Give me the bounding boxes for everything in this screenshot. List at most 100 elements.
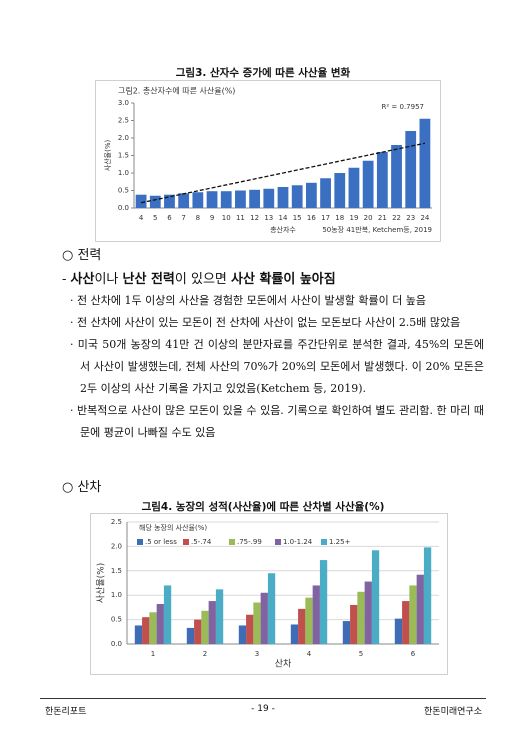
bar [305, 182, 317, 208]
x-tick-label: 4 [139, 214, 144, 222]
r-squared: R² = 0.7957 [382, 103, 424, 111]
bar [238, 625, 247, 644]
x-tick-label: 23 [406, 214, 415, 222]
subheading-part: 사산 [70, 272, 95, 287]
y-tick-label: 3.0 [118, 99, 129, 107]
x-tick-label: 16 [307, 214, 316, 222]
x-tick-label: 20 [364, 214, 373, 222]
bar [312, 585, 320, 644]
bar [220, 191, 232, 208]
bar [149, 612, 157, 644]
subheading-part: - [62, 272, 71, 287]
x-tick-label: 11 [236, 214, 245, 222]
bar [235, 190, 246, 208]
bar [201, 610, 209, 644]
y-axis-label: 사산율(%) [96, 563, 107, 603]
x-tick-label: 14 [279, 214, 288, 222]
x-tick-label: 1 [151, 650, 155, 658]
legend-swatch [183, 539, 189, 545]
x-tick-label: 12 [250, 214, 259, 222]
y-tick-label: 0.0 [118, 204, 129, 212]
figure-caption: 그림3. 산자수 증가에 따른 사산율 변화 [175, 67, 351, 79]
x-tick-label: 2 [203, 650, 207, 658]
bar [305, 597, 313, 644]
footer-center: - 19 - [251, 704, 275, 714]
bar [249, 189, 261, 208]
chart-title: 그림2. 총산자수에 따른 사산율(%) [118, 86, 235, 96]
x-tick-label: 24 [420, 214, 429, 222]
x-tick-label: 6 [167, 214, 172, 222]
bar [402, 601, 410, 644]
figure-caption: 그림4. 농장의 성적(사산율)에 따른 산차별 사산율(%) [141, 501, 385, 513]
legend-label: .75-.99 [237, 538, 262, 546]
x-tick-label: 5 [153, 214, 157, 222]
x-tick-label: 6 [411, 650, 416, 658]
bar [423, 547, 432, 644]
bar [215, 589, 224, 644]
bar [419, 118, 431, 208]
legend-swatch [321, 539, 327, 545]
bar [320, 178, 331, 208]
bar [134, 625, 143, 644]
bullet: · 반복적으로 사산이 많은 모돈이 있을 수 있음. 기록으로 확인하여 별도… [70, 404, 484, 439]
subheading-part: 이나 [94, 272, 123, 287]
legend-label: .5 or less [145, 538, 177, 546]
source-note: 50농장 41만복, Ketchem등, 2019 [322, 225, 432, 234]
bar [409, 585, 417, 644]
y-tick-label: 1.5 [111, 567, 122, 575]
bar [164, 194, 175, 208]
x-tick-label: 18 [335, 214, 344, 222]
bar [371, 550, 380, 644]
bar [342, 621, 351, 644]
y-tick-label: 0.0 [111, 640, 122, 648]
legend-label: 1.25+ [329, 538, 351, 546]
bar [277, 187, 289, 208]
y-tick-label: 1.0 [118, 169, 129, 177]
bar [319, 560, 328, 644]
footer-left: 한돈리포트 [45, 707, 87, 717]
trendline [140, 142, 426, 204]
bar [186, 627, 195, 644]
y-tick-label: 2.0 [118, 134, 129, 142]
bar [405, 131, 417, 208]
x-tick-label: 13 [264, 214, 273, 222]
bar [394, 618, 403, 644]
y-tick-label: 2.5 [111, 518, 122, 526]
x-tick-label: 22 [392, 214, 401, 222]
legend-label: .5-.74 [191, 538, 212, 546]
bar [416, 574, 424, 644]
y-tick-label: 0.5 [111, 616, 122, 624]
x-tick-label: 4 [307, 650, 312, 658]
chart: 그림2. 총산자수에 따른 사산율(%) 0.0 0.5 1.0 1.5 2.0 2.5 3… [95, 80, 441, 242]
section-heading: ○ 전력 [62, 248, 102, 263]
subheading-part: 사산 확률이 높아짐 [231, 272, 336, 287]
x-tick-label: 21 [378, 214, 387, 222]
x-tick-label: 3 [255, 650, 259, 658]
y-tick-label: 1.0 [111, 591, 122, 599]
bar [260, 592, 268, 644]
y-tick-label: 0.5 [118, 187, 129, 195]
x-tick-label: 9 [210, 214, 214, 222]
legend-swatch [137, 539, 143, 545]
bullet: · 미국 50개 농장의 41만 건 이상의 분만자료를 주간단위로 분석한 결… [70, 338, 484, 395]
x-tick-label: 15 [293, 214, 302, 222]
subheading-part: 난산 전력 [122, 272, 175, 287]
bar [192, 192, 204, 208]
subheading-part: 이 있으면 [174, 272, 231, 287]
x-axis-label: 총산자수 [270, 225, 296, 234]
bar [362, 160, 374, 208]
y-tick-label: 2.0 [111, 542, 122, 550]
bar [156, 603, 164, 644]
bar [253, 602, 261, 644]
bar [208, 601, 216, 644]
bar [142, 617, 150, 644]
x-tick-label: 19 [349, 214, 358, 222]
bar [376, 152, 388, 208]
bar [391, 145, 402, 208]
x-tick-label: 5 [359, 650, 363, 658]
bar [163, 585, 172, 644]
footer-rule [40, 698, 486, 699]
legend-swatch [229, 539, 235, 545]
bar [267, 573, 276, 644]
legend-title: 해당 농장의 사산율(%) [139, 523, 207, 532]
